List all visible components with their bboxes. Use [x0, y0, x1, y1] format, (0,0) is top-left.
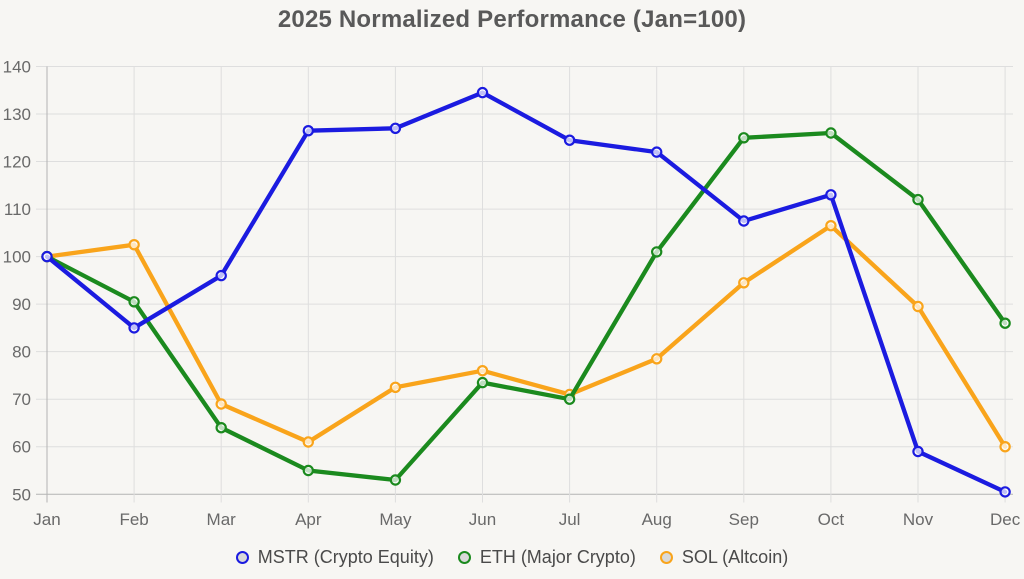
data-point-marker — [302, 124, 314, 137]
data-point-marker — [999, 441, 1011, 453]
chart-title: 2025 Normalized Performance (Jan=100) — [277, 6, 747, 33]
sol-series-marker-icon — [659, 551, 673, 564]
data-point-marker — [563, 134, 576, 146]
x-tick-label: Dec — [990, 510, 1021, 529]
x-tick-label: Feb — [119, 510, 148, 529]
data-point-marker — [215, 422, 227, 434]
y-tick-label: 80 — [12, 343, 31, 362]
data-point-marker — [215, 398, 227, 410]
legend-item-sol[interactable]: SOL (Altcoin) — [659, 547, 789, 568]
y-tick-label: 100 — [3, 248, 31, 267]
y-tick-label: 90 — [12, 295, 31, 314]
x-tick-label: Oct — [818, 510, 845, 529]
y-tick-label: 70 — [12, 390, 31, 409]
data-point-marker — [302, 464, 314, 477]
legend-item-mstr[interactable]: MSTR (Crypto Equity) — [235, 547, 434, 568]
y-tick-label: 140 — [3, 58, 31, 77]
data-point-marker — [651, 353, 663, 365]
data-point-marker — [825, 127, 837, 139]
y-tick-label: 120 — [3, 153, 31, 172]
data-point-marker — [389, 381, 402, 393]
data-point-marker — [825, 219, 837, 232]
y-tick-label: 130 — [3, 105, 31, 124]
data-point-marker — [912, 300, 924, 313]
x-tick-label: Nov — [903, 510, 934, 529]
data-point-marker — [651, 246, 663, 258]
data-point-marker — [999, 317, 1011, 329]
eth-series-marker-icon — [457, 551, 471, 564]
x-tick-label: Jul — [559, 510, 581, 529]
y-tick-label: 60 — [12, 438, 31, 457]
data-point-marker — [738, 132, 750, 144]
data-point-marker — [651, 146, 663, 158]
x-tick-label: Sep — [729, 510, 759, 529]
data-point-marker — [476, 86, 489, 99]
legend-item-eth[interactable]: ETH (Major Crypto) — [457, 547, 636, 568]
data-point-marker — [302, 436, 314, 448]
data-point-marker — [128, 296, 140, 308]
data-point-marker — [912, 445, 924, 458]
data-point-marker — [215, 269, 227, 282]
data-point-marker — [476, 365, 489, 377]
x-tick-label: Apr — [295, 510, 322, 529]
series-line-mstr — [44, 90, 1008, 495]
x-tick-label: Jan — [33, 510, 60, 529]
series-line-eth — [44, 130, 1008, 483]
legend-label-sol: SOL (Altcoin) — [681, 547, 789, 567]
x-tick-label: Aug — [642, 510, 672, 529]
data-point-marker — [563, 393, 576, 405]
data-point-marker — [41, 250, 53, 263]
data-point-marker — [128, 238, 140, 251]
data-point-marker — [476, 376, 489, 389]
data-point-marker — [738, 215, 750, 227]
x-tick-label: May — [379, 510, 412, 529]
x-tick-label: Mar — [207, 510, 237, 529]
data-point-marker — [389, 474, 402, 486]
data-point-marker — [738, 277, 750, 289]
mstr-series-marker-icon — [235, 551, 249, 564]
legend-label-mstr: MSTR (Crypto Equity) — [257, 547, 434, 567]
series-line-sol — [44, 223, 1008, 449]
data-point-marker — [389, 122, 402, 135]
chart-legend: MSTR (Crypto Equity) ETH (Major Crypto) … — [0, 547, 1024, 568]
y-tick-label: 110 — [4, 200, 31, 219]
y-tick-label: 50 — [12, 485, 31, 504]
data-point-marker — [999, 486, 1011, 498]
legend-label-eth: ETH (Major Crypto) — [479, 547, 636, 567]
data-point-marker — [825, 189, 837, 201]
x-tick-label: Jun — [469, 510, 496, 529]
data-point-marker — [128, 322, 140, 334]
data-point-marker — [912, 193, 924, 206]
